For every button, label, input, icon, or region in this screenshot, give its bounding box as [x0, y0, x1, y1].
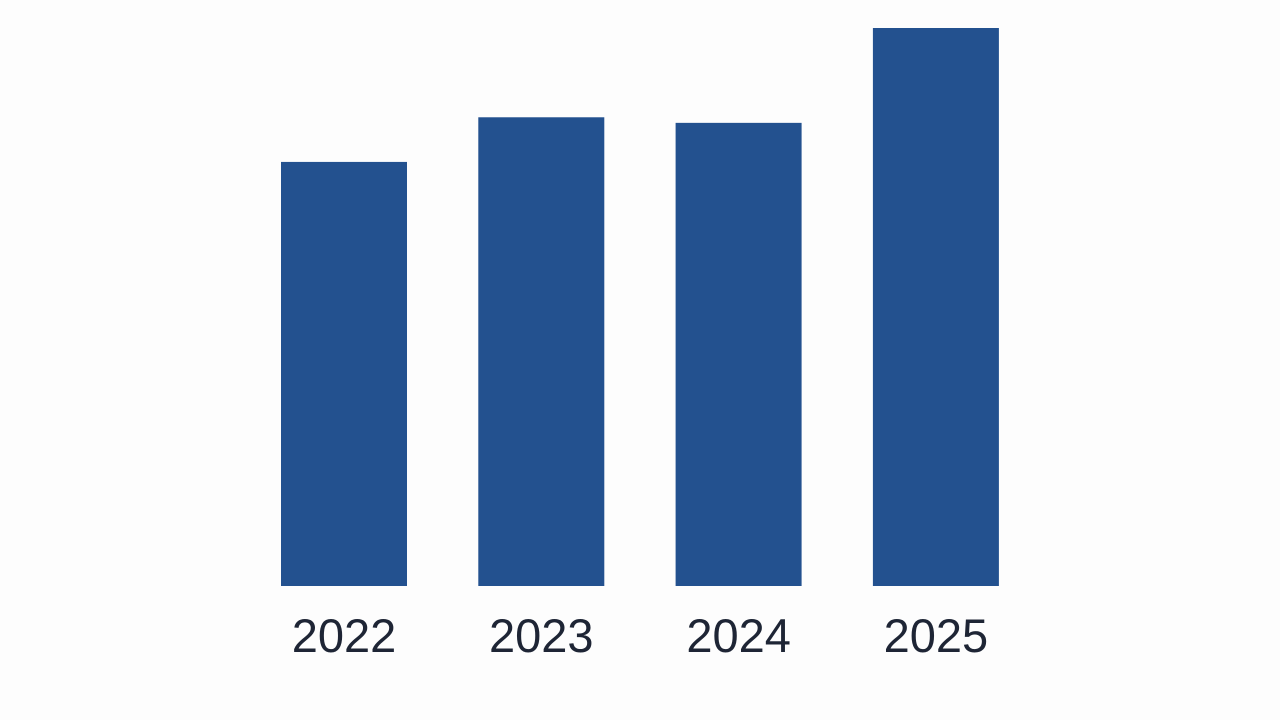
bar-2023 — [478, 117, 605, 586]
bar-2025 — [872, 28, 999, 586]
x-tick-label: 2025 — [884, 609, 989, 662]
bar-2022 — [281, 161, 407, 587]
x-tick-label: 2024 — [686, 609, 791, 662]
x-tick-label: 2022 — [292, 609, 397, 662]
bar-2024 — [675, 122, 802, 587]
x-tick-label: 2023 — [489, 609, 594, 662]
